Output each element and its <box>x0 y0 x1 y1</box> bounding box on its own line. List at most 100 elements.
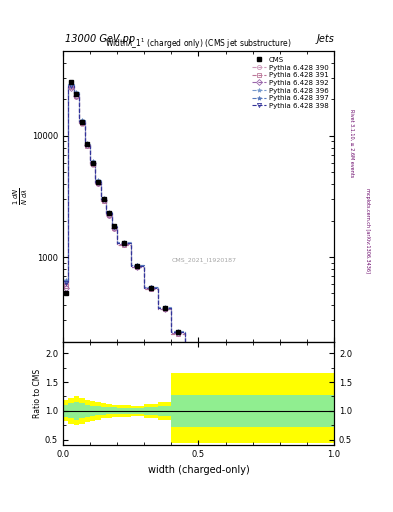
Pythia 6.428 398 <box>85 141 90 147</box>
Pythia 6.428 390 <box>63 281 68 287</box>
Pythia 6.428 397 <box>74 90 79 96</box>
Pythia 6.428 396 <box>264 430 269 436</box>
Pythia 6.428 397 <box>112 224 117 230</box>
Text: mcplots.cern.ch [arXiv:1306.3436]: mcplots.cern.ch [arXiv:1306.3436] <box>365 188 370 273</box>
Pythia 6.428 392 <box>101 197 106 203</box>
Pythia 6.428 398 <box>79 119 84 125</box>
Pythia 6.428 396 <box>90 158 95 164</box>
Text: Rivet 3.1.10, ≥ 2.6M events: Rivet 3.1.10, ≥ 2.6M events <box>349 109 354 178</box>
CMS <box>318 502 323 508</box>
Pythia 6.428 397 <box>149 284 153 290</box>
Pythia 6.428 391 <box>107 212 111 218</box>
Pythia 6.428 390 <box>101 198 106 204</box>
Pythia 6.428 392 <box>162 306 167 312</box>
Pythia 6.428 397 <box>101 196 106 202</box>
Pythia 6.428 398 <box>135 263 140 269</box>
Pythia 6.428 398 <box>63 280 68 286</box>
Pythia 6.428 392 <box>210 369 215 375</box>
Pythia 6.428 398 <box>149 285 153 291</box>
Pythia 6.428 397 <box>90 159 95 165</box>
Pythia 6.428 391 <box>69 83 73 90</box>
CMS <box>264 430 269 436</box>
Pythia 6.428 397 <box>69 81 73 88</box>
Pythia 6.428 398 <box>112 224 117 230</box>
Pythia 6.428 390 <box>237 399 241 406</box>
Pythia 6.428 397 <box>79 118 84 124</box>
CMS <box>74 91 79 97</box>
Pythia 6.428 390 <box>85 143 90 150</box>
Pythia 6.428 390 <box>112 226 117 232</box>
Pythia 6.428 390 <box>210 370 215 376</box>
Pythia 6.428 396 <box>121 239 126 245</box>
Pythia 6.428 397 <box>291 465 296 472</box>
Pythia 6.428 397 <box>237 397 241 403</box>
Pythia 6.428 391 <box>149 286 153 292</box>
Pythia 6.428 392 <box>107 211 111 218</box>
Pythia 6.428 398 <box>74 91 79 97</box>
Pythia 6.428 397 <box>135 262 140 268</box>
Pythia 6.428 398 <box>162 305 167 311</box>
Pythia 6.428 391 <box>90 161 95 167</box>
Legend: CMS, Pythia 6.428 390, Pythia 6.428 391, Pythia 6.428 392, Pythia 6.428 396, Pyt: CMS, Pythia 6.428 390, Pythia 6.428 391,… <box>250 55 331 111</box>
CMS <box>121 240 126 246</box>
Text: CMS_2021_I1920187: CMS_2021_I1920187 <box>171 258 236 263</box>
Pythia 6.428 392 <box>176 330 180 336</box>
Pythia 6.428 396 <box>162 304 167 310</box>
Pythia 6.428 392 <box>318 505 323 511</box>
Pythia 6.428 392 <box>96 180 101 186</box>
Pythia 6.428 398 <box>318 503 323 509</box>
CMS <box>112 223 117 229</box>
Pythia 6.428 397 <box>96 178 101 184</box>
Pythia 6.428 396 <box>107 209 111 215</box>
Pythia 6.428 392 <box>63 285 68 291</box>
Text: Jets: Jets <box>316 33 334 44</box>
CMS <box>189 347 194 353</box>
Pythia 6.428 398 <box>237 398 241 404</box>
Pythia 6.428 391 <box>79 120 84 126</box>
Pythia 6.428 397 <box>63 278 68 284</box>
Pythia 6.428 390 <box>96 181 101 187</box>
Pythia 6.428 392 <box>149 285 153 291</box>
Pythia 6.428 398 <box>210 368 215 374</box>
Pythia 6.428 396 <box>69 80 73 87</box>
CMS <box>63 290 68 296</box>
Pythia 6.428 390 <box>121 242 126 248</box>
Pythia 6.428 396 <box>63 276 68 283</box>
CMS <box>96 179 101 185</box>
Pythia 6.428 391 <box>189 349 194 355</box>
Pythia 6.428 391 <box>121 242 126 248</box>
Pythia 6.428 392 <box>121 241 126 247</box>
Pythia 6.428 390 <box>291 468 296 475</box>
Line: Pythia 6.428 391: Pythia 6.428 391 <box>64 84 323 512</box>
Pythia 6.428 391 <box>135 264 140 270</box>
Pythia 6.428 397 <box>162 305 167 311</box>
Pythia 6.428 392 <box>237 398 241 404</box>
Pythia 6.428 392 <box>189 348 194 354</box>
Pythia 6.428 391 <box>318 507 323 512</box>
Line: Pythia 6.428 398: Pythia 6.428 398 <box>64 83 323 508</box>
Pythia 6.428 390 <box>189 349 194 355</box>
Pythia 6.428 392 <box>135 264 140 270</box>
Pythia 6.428 398 <box>96 179 101 185</box>
Pythia 6.428 392 <box>112 225 117 231</box>
Pythia 6.428 391 <box>101 198 106 204</box>
Pythia 6.428 398 <box>101 196 106 202</box>
Pythia 6.428 397 <box>121 240 126 246</box>
Pythia 6.428 390 <box>79 121 84 127</box>
CMS <box>162 305 167 311</box>
Pythia 6.428 392 <box>85 142 90 148</box>
Y-axis label: $\frac{1}{N}\frac{dN}{d\lambda}$: $\frac{1}{N}\frac{dN}{d\lambda}$ <box>12 187 30 205</box>
Pythia 6.428 390 <box>264 434 269 440</box>
Line: CMS: CMS <box>63 79 323 507</box>
CMS <box>210 368 215 374</box>
Pythia 6.428 391 <box>63 283 68 289</box>
Title: Width$\lambda$_1$^1$ (charged only) (CMS jet substructure): Width$\lambda$_1$^1$ (charged only) (CMS… <box>105 37 292 51</box>
Pythia 6.428 398 <box>264 431 269 437</box>
Pythia 6.428 396 <box>210 367 215 373</box>
Pythia 6.428 397 <box>85 141 90 147</box>
CMS <box>90 160 95 166</box>
Pythia 6.428 396 <box>176 328 180 334</box>
Pythia 6.428 391 <box>74 93 79 99</box>
Text: 13000 GeV pp: 13000 GeV pp <box>65 33 135 44</box>
Pythia 6.428 391 <box>237 399 241 405</box>
